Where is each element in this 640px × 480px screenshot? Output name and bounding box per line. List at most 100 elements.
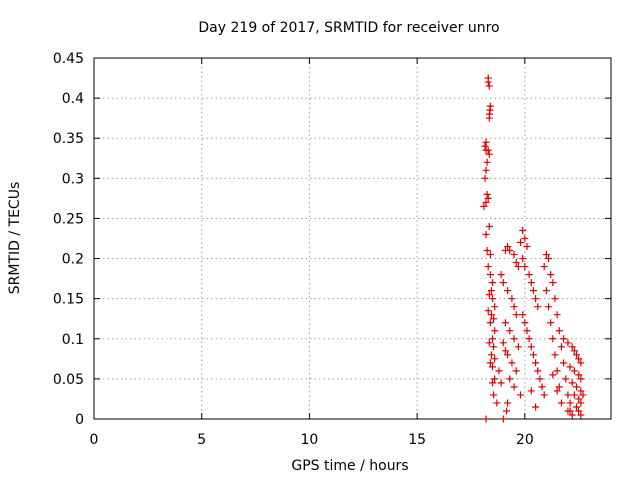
data-point bbox=[503, 407, 511, 415]
data-point bbox=[504, 287, 512, 295]
data-point bbox=[490, 343, 498, 351]
data-point bbox=[491, 303, 499, 311]
x-tick-label: 20 bbox=[516, 432, 534, 448]
y-tick-label: 0.4 bbox=[62, 91, 84, 107]
data-point bbox=[485, 222, 493, 230]
data-point bbox=[481, 174, 489, 182]
data-point bbox=[504, 399, 512, 407]
data-point bbox=[489, 279, 497, 287]
data-point bbox=[557, 343, 565, 351]
data-point bbox=[547, 271, 555, 279]
data-point bbox=[540, 391, 548, 399]
data-point bbox=[506, 327, 514, 335]
data-point bbox=[482, 138, 490, 146]
data-point bbox=[482, 166, 490, 174]
data-point bbox=[486, 359, 494, 367]
data-point bbox=[551, 295, 559, 303]
data-point bbox=[514, 343, 522, 351]
data-point bbox=[555, 327, 563, 335]
data-point bbox=[517, 391, 525, 399]
data-point bbox=[529, 287, 537, 295]
data-point bbox=[573, 403, 581, 411]
y-tick-label: 0.45 bbox=[53, 51, 84, 67]
data-point bbox=[577, 359, 585, 367]
data-point bbox=[485, 291, 493, 299]
data-point bbox=[490, 391, 498, 399]
data-point bbox=[493, 399, 501, 407]
data-point bbox=[560, 335, 568, 343]
data-point bbox=[568, 343, 576, 351]
data-point bbox=[579, 391, 587, 399]
data-point bbox=[545, 303, 553, 311]
data-point bbox=[568, 379, 576, 387]
data-point bbox=[510, 303, 518, 311]
data-point bbox=[532, 403, 540, 411]
data-point bbox=[485, 114, 493, 122]
data-point bbox=[553, 387, 561, 395]
data-point bbox=[484, 74, 492, 82]
data-point bbox=[570, 347, 578, 355]
data-point bbox=[487, 311, 495, 319]
x-tick-label: 0 bbox=[90, 432, 99, 448]
data-point bbox=[504, 243, 512, 251]
data-point bbox=[577, 399, 585, 407]
data-point bbox=[532, 295, 540, 303]
data-point bbox=[508, 295, 516, 303]
data-point bbox=[525, 271, 533, 279]
data-point bbox=[562, 375, 570, 383]
data-point bbox=[549, 371, 557, 379]
data-point bbox=[512, 311, 520, 319]
data-point bbox=[547, 319, 555, 327]
data-point bbox=[575, 355, 583, 363]
data-point bbox=[575, 371, 583, 379]
data-point bbox=[525, 335, 533, 343]
y-tick-label: 0.15 bbox=[53, 292, 84, 308]
data-point bbox=[521, 235, 529, 242]
data-point bbox=[499, 279, 507, 287]
data-point bbox=[514, 263, 522, 271]
data-point bbox=[519, 311, 527, 319]
data-point bbox=[519, 255, 527, 263]
data-point bbox=[534, 367, 542, 375]
data-point bbox=[523, 327, 531, 335]
data-point bbox=[527, 387, 535, 395]
data-point bbox=[482, 198, 490, 206]
data-point bbox=[512, 367, 520, 375]
data-point bbox=[521, 319, 529, 327]
data-point bbox=[573, 383, 581, 391]
y-tick-label: 0 bbox=[75, 412, 84, 428]
data-point bbox=[506, 375, 514, 383]
data-point bbox=[489, 335, 497, 343]
data-point bbox=[501, 347, 509, 355]
y-tick-label: 0.05 bbox=[53, 372, 84, 388]
data-point bbox=[486, 319, 494, 327]
x-axis-title: GPS time / hours bbox=[291, 458, 408, 474]
data-point bbox=[489, 295, 497, 303]
data-point bbox=[485, 339, 493, 347]
data-point bbox=[529, 351, 537, 359]
data-point bbox=[480, 202, 488, 210]
data-point bbox=[553, 311, 561, 319]
data-point bbox=[527, 279, 535, 287]
data-point bbox=[484, 263, 492, 271]
data-point bbox=[510, 383, 518, 391]
y-tick-label: 0.1 bbox=[62, 332, 84, 348]
x-tick-label: 10 bbox=[301, 432, 319, 448]
axis-ticks: 0 0.05 0.1 0.15 0.2 0.25 0.3 0.35 0.4 0.45 0 5 10 15 2… bbox=[53, 51, 611, 448]
data-point bbox=[497, 271, 505, 279]
data-point bbox=[517, 239, 525, 247]
data-point bbox=[487, 351, 495, 359]
data-point bbox=[577, 375, 585, 383]
data-point bbox=[497, 379, 505, 387]
y-tick-label: 0.35 bbox=[53, 131, 84, 147]
y-tick-label: 0.2 bbox=[62, 252, 84, 268]
data-point bbox=[491, 375, 499, 383]
data-point bbox=[536, 375, 544, 383]
data-point bbox=[491, 355, 499, 363]
x-tick-label: 5 bbox=[197, 432, 206, 448]
data-points bbox=[480, 74, 587, 423]
data-point bbox=[491, 327, 499, 335]
data-point bbox=[557, 399, 565, 407]
data-point bbox=[510, 335, 518, 343]
data-point bbox=[575, 395, 583, 403]
